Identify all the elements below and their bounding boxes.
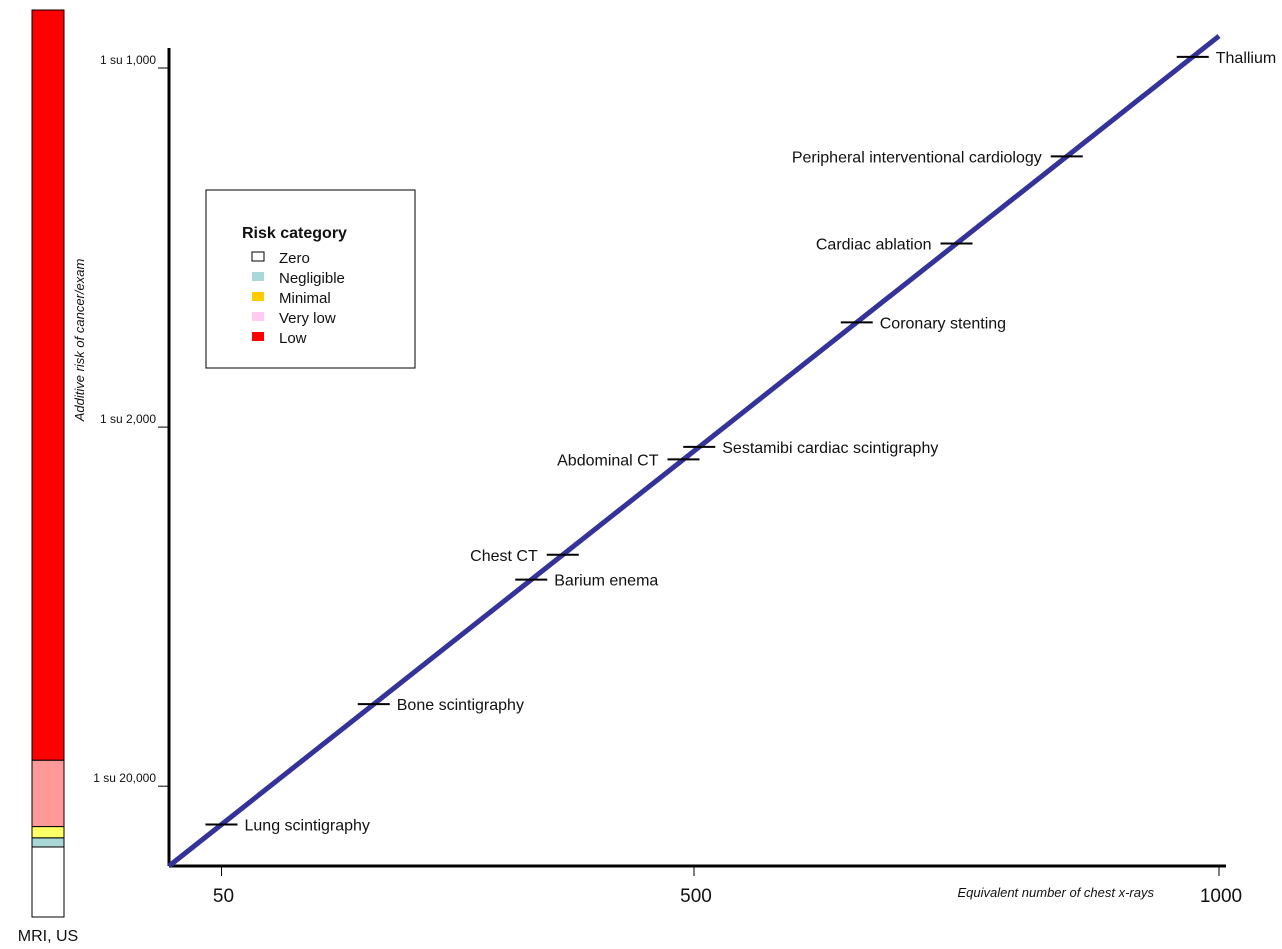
- risk-bar-segment-very-low: [31, 759, 65, 828]
- legend-swatch: [251, 251, 265, 262]
- legend-items: Zero Negligible Minimal Very low Low: [251, 250, 345, 347]
- legend-item-label: Negligible: [279, 270, 345, 287]
- exam-label: Bone scintigraphy: [397, 697, 524, 714]
- risk-bar-caption: MRI, US: [18, 928, 78, 945]
- y-axis-label: Additive risk of cancer/exam: [72, 259, 87, 423]
- y-tick-label: 1 su 1,000: [100, 53, 156, 67]
- annotations: Lung scintigraphy Bone scintigraphy Barium…: [205, 50, 1276, 835]
- risk-bar-segment-negligible: [31, 837, 65, 848]
- y-tick-label: 1 su 20,000: [93, 771, 156, 785]
- exam-label: Barium enema: [554, 573, 658, 590]
- risk-bar: [31, 9, 65, 918]
- legend: Risk category Zero Negligible Minimal Very …: [205, 189, 416, 369]
- risk-bar-segment-low: [31, 9, 65, 761]
- y-tick-label: 1 su 2,000: [100, 412, 156, 426]
- legend-item-label: Zero: [279, 250, 310, 267]
- x-tick-label: 500: [680, 886, 712, 907]
- legend-swatch: [252, 312, 264, 321]
- legend-swatch: [252, 292, 264, 301]
- risk-line: [167, 34, 1221, 868]
- legend-swatch: [252, 272, 264, 281]
- x-axis-label: Equivalent number of chest x-rays: [957, 885, 1154, 900]
- legend-box: [205, 189, 416, 369]
- x-tick-label: 50: [213, 886, 234, 907]
- legend-title: Risk category: [242, 225, 347, 242]
- exam-label: Peripheral interventional cardiology: [792, 149, 1042, 166]
- legend-swatch: [252, 332, 264, 341]
- exam-label: Abdominal CT: [557, 452, 659, 469]
- legend-item-label: Minimal: [279, 290, 331, 307]
- exam-label: Coronary stenting: [880, 315, 1006, 332]
- exam-label: Lung scintigraphy: [245, 818, 370, 835]
- exam-label: Sestamibi cardiac scintigraphy: [722, 440, 938, 457]
- legend-item-label: Low: [279, 330, 307, 347]
- risk-bar-segment-minimal: [31, 826, 65, 839]
- y-ticks: 1 su 20,000 1 su 2,000 1 su 1,000: [93, 53, 169, 787]
- x-ticks: 50 500 1000: [213, 866, 1242, 907]
- risk-bar-segment-zero: [31, 846, 65, 918]
- exam-label: Chest CT: [470, 548, 538, 565]
- exam-label: Thallium: [1216, 50, 1276, 67]
- x-tick-label: 1000: [1200, 886, 1242, 907]
- exam-label: Cardiac ablation: [816, 237, 932, 254]
- legend-item-label: Very low: [279, 310, 336, 327]
